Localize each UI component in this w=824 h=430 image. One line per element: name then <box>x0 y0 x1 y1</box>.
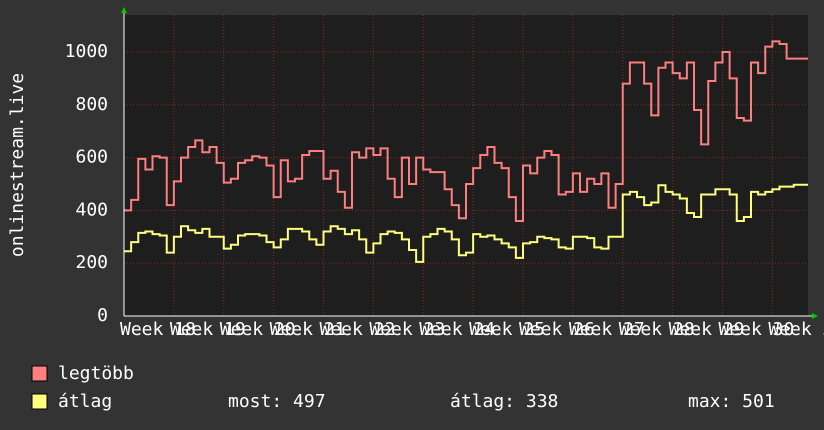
x-tick-label: Week 27 <box>569 319 645 340</box>
plot <box>123 15 808 317</box>
y-tick-label: 800 <box>75 94 108 115</box>
legend: legtöbb átlag most: 497 átlag: 338 max: 501 <box>31 363 775 412</box>
x-tick-label: Week 18 <box>120 319 196 340</box>
step-line <box>124 40 808 222</box>
y-tick-label: 400 <box>75 199 108 220</box>
x-tick-label: Week 29 <box>669 319 745 340</box>
x-tick-label: Week 20 <box>220 319 296 340</box>
y-arrow <box>121 7 127 13</box>
x-tick-label: Week 25 <box>469 319 545 340</box>
x-tick-label: Week 23 <box>369 319 445 340</box>
y-tick-label: 1000 <box>65 41 108 62</box>
plot-area <box>124 15 808 316</box>
y-tick-label: 600 <box>75 147 108 168</box>
x-tick-label: Week 31 <box>768 319 824 340</box>
legend-swatch <box>31 393 48 410</box>
legend-label: átlag <box>58 391 112 412</box>
x-tick-label: Week 24 <box>419 319 495 340</box>
x-tick-label: Week 30 <box>719 319 795 340</box>
y-axis-label: onlinestream.live <box>7 73 28 257</box>
stat-label: max: 501 <box>688 391 775 412</box>
x-tick-label: Week 19 <box>170 319 246 340</box>
x-tick-label: Week 28 <box>619 319 695 340</box>
step-line <box>124 183 808 263</box>
x-tick-label: Week 21 <box>270 319 346 340</box>
stat-label: most: 497 <box>228 391 326 412</box>
y-tick-label: 200 <box>75 252 108 273</box>
legend-label: legtöbb <box>58 363 134 384</box>
x-arrow <box>812 313 818 319</box>
y-tick-label: 0 <box>97 305 108 326</box>
x-tick-label: Week 22 <box>320 319 396 340</box>
legend-swatch <box>31 365 48 382</box>
stat-label: átlag: 338 <box>450 391 558 412</box>
x-tick-label: Week 26 <box>519 319 595 340</box>
